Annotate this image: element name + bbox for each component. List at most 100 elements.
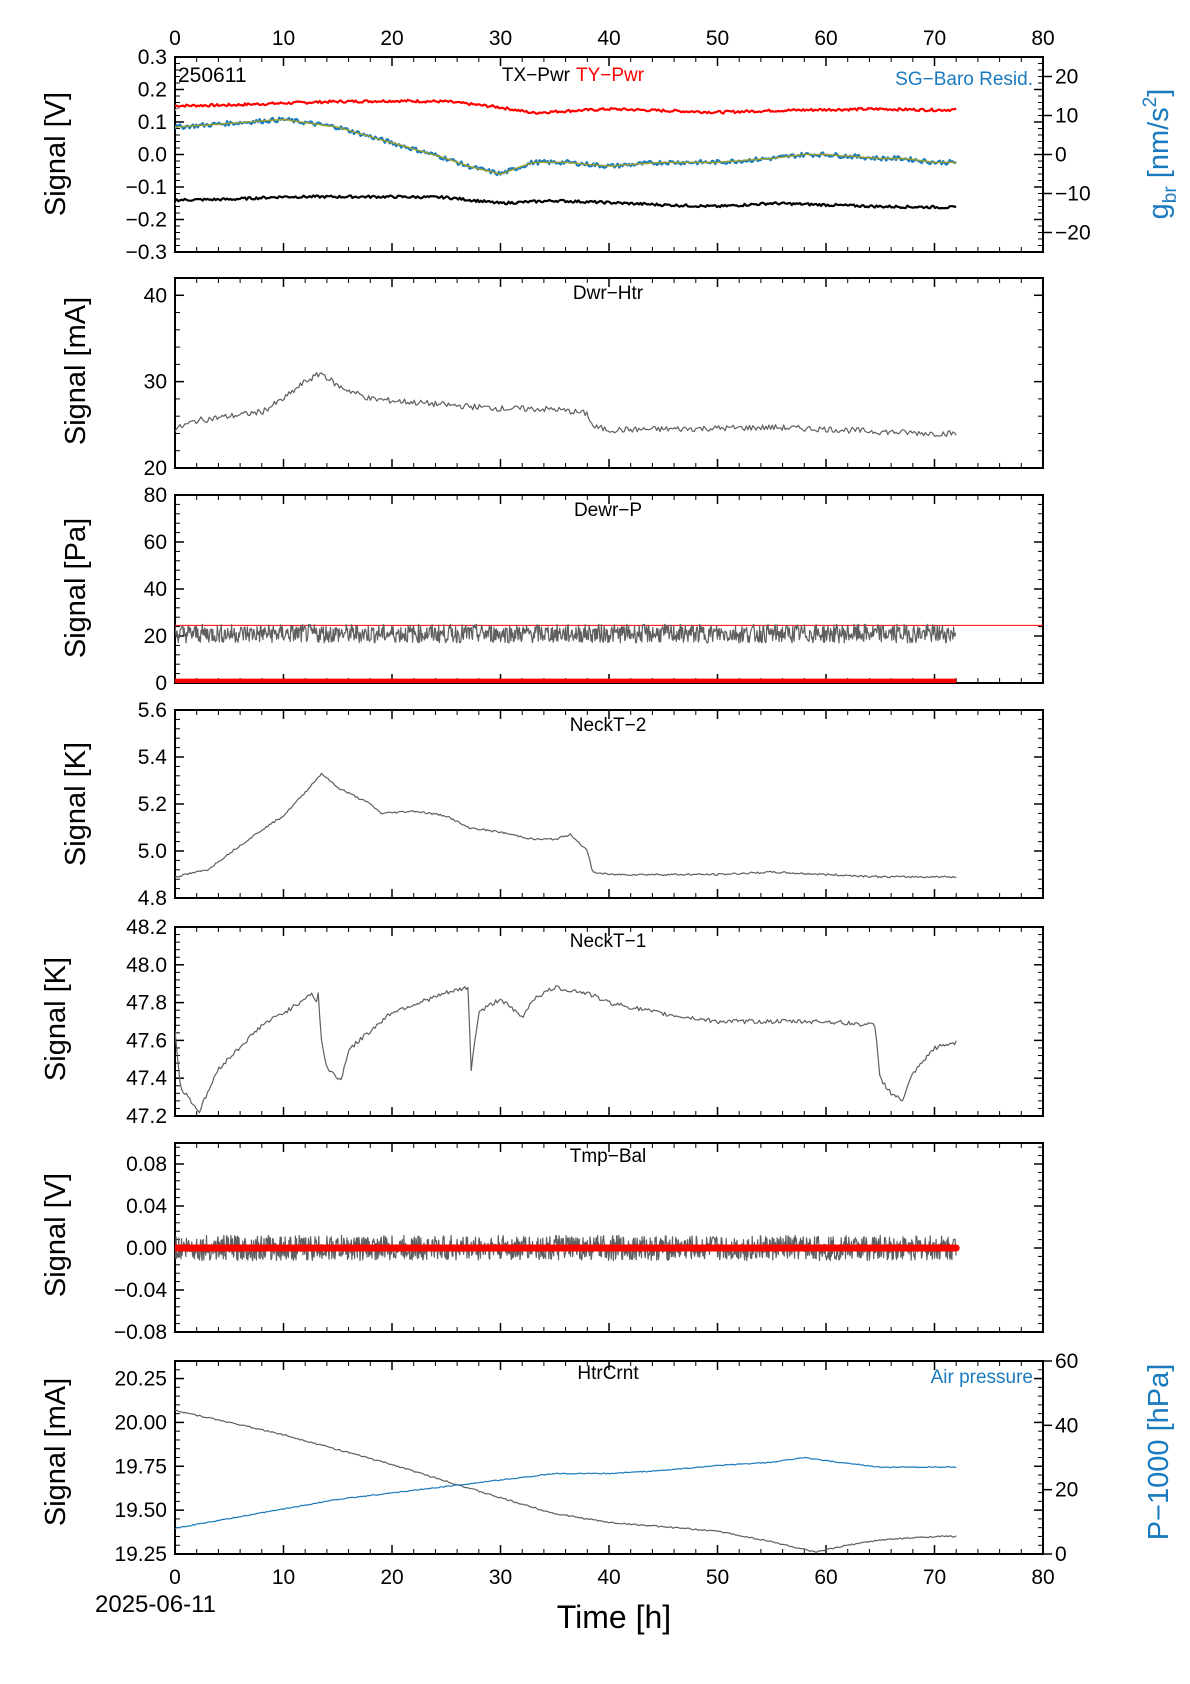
- x-tick-label-bottom: 20: [380, 1566, 403, 1589]
- legend-ty-pwr: TY−Pwr: [576, 65, 645, 86]
- series-line: [175, 623, 957, 644]
- panel-htrcrnt: 0 10 20 30 40 50 60 70 80 19.25 19.50 19.75 20.00 20.…: [114, 1350, 1078, 1589]
- legend-air-pressure: Air pressure: [931, 1367, 1033, 1388]
- y-tick-label: 60: [144, 531, 167, 554]
- series-line: [175, 1409, 957, 1553]
- model-line: [175, 118, 957, 175]
- y-tick-label: 80: [144, 484, 167, 507]
- y-tick-label: 5.6: [138, 699, 167, 722]
- y-tick-label: 19.25: [114, 1543, 167, 1566]
- x-tick-label-bottom: 70: [923, 1566, 946, 1589]
- x-tick-label-top: 60: [814, 27, 837, 50]
- y-tick-label: 19.50: [114, 1499, 167, 1522]
- legend-tx-pwr: TX−Pwr: [502, 65, 571, 86]
- panel-power: 0 10 20 30 40 50 60 70 80 −0.3 −0.2 −0.1 0.0 0.1 0.2 0.…: [126, 27, 1091, 264]
- series-line: [175, 985, 957, 1114]
- y2-tick-label: 10: [1055, 105, 1078, 128]
- y2-tick-label: 0: [1055, 1543, 1067, 1566]
- panel-dewr-p: 0 20 40 60 80: [144, 484, 1044, 695]
- series-inner-line: [175, 199, 957, 213]
- series-group: [175, 1409, 957, 1553]
- y2-tick-label: 40: [1055, 1414, 1078, 1437]
- panel-tmp-bal: −0.08 −0.04 0.00 0.04 0.08: [114, 1142, 1044, 1344]
- y2-tick-label: 20: [1055, 1479, 1078, 1502]
- series-line: [175, 372, 957, 437]
- y2-axis-label-pressure: P−1000 [hPa]: [1143, 1364, 1175, 1541]
- series-group: [175, 1234, 960, 1262]
- y-axis-label-htrcrnt: Signal [mA]: [40, 1378, 72, 1526]
- y-tick-label: 0.2: [138, 79, 167, 102]
- x-tick-label-top: 10: [272, 27, 295, 50]
- date-stamp: 2025-06-11: [95, 1591, 216, 1618]
- y-axis-label-dewr-p: Signal [Pa]: [60, 518, 92, 658]
- y-tick-label: 4.8: [138, 887, 167, 910]
- x-tick-label-top: 30: [489, 27, 512, 50]
- series-group: [175, 772, 957, 879]
- x-tick-label-top: 0: [169, 27, 181, 50]
- series-group: [175, 985, 957, 1114]
- panel-title-neckt-1: NeckT−1: [570, 931, 647, 952]
- y-tick-label: 40: [144, 578, 167, 601]
- y-tick-label: 0: [155, 672, 167, 695]
- y-tick-label: 47.8: [126, 992, 167, 1015]
- y-tick-label: 40: [144, 284, 167, 307]
- y-tick-label: 20.00: [114, 1411, 167, 1434]
- y-tick-label: 5.2: [138, 793, 167, 816]
- y-tick-label: 47.6: [126, 1029, 167, 1052]
- series-line: [175, 772, 957, 879]
- y-tick-label: 0.1: [138, 111, 167, 134]
- y-tick-label: 0.00: [126, 1237, 167, 1260]
- y-tick-label: 30: [144, 371, 167, 394]
- y-tick-label: 47.4: [126, 1067, 167, 1090]
- x-tick-label-top: 70: [923, 27, 946, 50]
- series-line: [175, 98, 957, 115]
- x-tick-label-bottom: 40: [597, 1566, 620, 1589]
- series-line: [175, 194, 957, 210]
- y-tick-label: 5.4: [138, 746, 168, 769]
- series-line: [175, 1456, 957, 1530]
- x-tick-label-bottom: 80: [1031, 1566, 1054, 1589]
- y-tick-label: 0.04: [126, 1195, 167, 1218]
- x-tick-label-bottom: 50: [706, 1566, 729, 1589]
- y-axis-label-neckt-1: Signal [K]: [40, 957, 72, 1081]
- y-tick-label: 47.2: [126, 1105, 167, 1128]
- x-tick-label-bottom: 30: [489, 1566, 512, 1589]
- plot-area: 0 10 20 30 40 50 60 70 80 −0.3 −0.2 −0.1 0.0 0.1 0.2 0.…: [114, 27, 1091, 1589]
- panel-neckt-2: 4.8 5.0 5.2 5.4 5.6: [138, 699, 1044, 910]
- y-tick-label: 48.2: [126, 916, 167, 939]
- y2-tick-label: 0: [1055, 144, 1067, 167]
- x-axis-label: Time [h]: [557, 1599, 671, 1635]
- y-tick-label: 20: [144, 457, 167, 480]
- y-axis-label-tmp-bal: Signal [V]: [40, 1173, 72, 1297]
- y-tick-label: −0.04: [114, 1279, 167, 1302]
- x-tick-label-top: 40: [597, 27, 620, 50]
- y-tick-label: 48.0: [126, 954, 167, 977]
- y-tick-label: 20: [144, 625, 167, 648]
- panel-title-tmp-bal: Tmp−Bal: [570, 1146, 647, 1167]
- y-tick-label: −0.3: [126, 241, 167, 264]
- x-tick-label-top: 50: [706, 27, 729, 50]
- series-group: [175, 98, 957, 213]
- series-group: [175, 372, 957, 437]
- x-tick-label-top: 20: [380, 27, 403, 50]
- y-tick-label: −0.2: [126, 209, 167, 232]
- panel-title-htrcrnt: HtrCrnt: [577, 1363, 639, 1384]
- y-tick-label: −0.1: [126, 176, 167, 199]
- y-axis-label-neckt-2: Signal [K]: [60, 742, 92, 866]
- y-tick-label: −0.08: [114, 1321, 167, 1344]
- y2-axis-label-gbr: gbr [nm/s2]: [1140, 89, 1181, 220]
- y-axis-label-power: Signal [V]: [40, 92, 72, 216]
- y2-tick-label: 20: [1055, 66, 1078, 89]
- y2-tick-label: 60: [1055, 1350, 1078, 1373]
- y2-tick-label: −10: [1055, 183, 1091, 206]
- panel-code-label: 250611: [178, 64, 247, 87]
- y-tick-label: 0.0: [138, 144, 167, 167]
- x-tick-label-top: 80: [1031, 27, 1054, 50]
- y-tick-label: 0.3: [138, 46, 167, 69]
- legend-sg-baro-resid: SG−Baro Resid.: [895, 69, 1033, 90]
- series-inner-line: [175, 104, 957, 118]
- y-tick-label: 19.75: [114, 1455, 167, 1478]
- panel-title-dewr-p: Dewr−P: [574, 500, 642, 521]
- y-tick-label: 20.25: [114, 1368, 167, 1391]
- y-tick-label: 5.0: [138, 840, 167, 863]
